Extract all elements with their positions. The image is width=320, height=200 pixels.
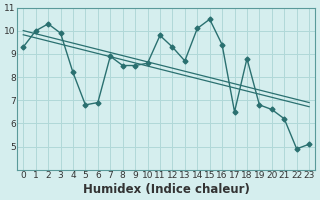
X-axis label: Humidex (Indice chaleur): Humidex (Indice chaleur) [83,183,250,196]
